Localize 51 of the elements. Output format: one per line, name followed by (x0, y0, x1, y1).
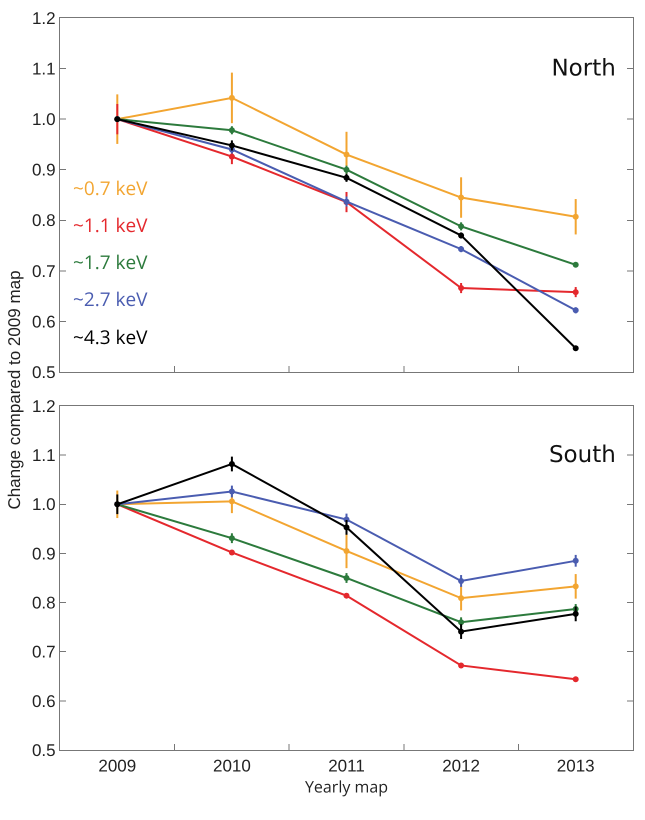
x-tick-label: 2009 (98, 756, 136, 776)
point (344, 575, 350, 581)
point (458, 285, 464, 292)
point (572, 289, 579, 296)
point (344, 152, 350, 158)
x-axis-title: Yearly map (304, 775, 388, 798)
text: ~2.7 keV (73, 286, 148, 312)
point (572, 558, 579, 564)
point (344, 524, 350, 530)
y-tick-label: 1.0 (32, 110, 56, 130)
x-tick-label: 2012 (442, 756, 480, 776)
point (344, 548, 350, 554)
text: ~4.3 keV (73, 324, 148, 350)
x-tick-label: 2010 (212, 756, 251, 776)
y-tick-label: 0.5 (32, 362, 56, 382)
text: South (548, 442, 616, 468)
point (458, 194, 464, 201)
y-tick-label: 0.7 (32, 262, 56, 281)
point (228, 498, 235, 504)
text: ~1.1 keV (73, 212, 148, 238)
y-tick-label: 0.8 (32, 594, 56, 613)
y-tick-label: 0.8 (32, 211, 56, 230)
text: ~1.7 keV (73, 249, 148, 275)
y-tick-label: 0.5 (32, 740, 56, 760)
point (228, 154, 235, 160)
point (572, 214, 579, 220)
y-axis-title: Change compared to 2009 map (5, 270, 25, 510)
point (228, 488, 235, 495)
y-tick-label: 0.9 (32, 160, 56, 180)
point (572, 583, 579, 590)
point (458, 595, 464, 602)
point (458, 578, 464, 584)
y-tick-label: 1.1 (32, 60, 56, 79)
y-tick-label: 1.0 (32, 495, 56, 514)
point (228, 460, 235, 467)
text: ~0.7 keV (73, 175, 148, 201)
x-tick-label: 2011 (328, 756, 365, 776)
y-tick-label: 1.1 (32, 446, 56, 466)
point (572, 610, 579, 617)
x-tick-label: 2013 (556, 756, 595, 776)
y-tick-label: 1.2 (32, 396, 56, 416)
y-tick-label: 0.9 (32, 544, 56, 564)
y-tick-label: 0.6 (32, 692, 56, 711)
point (228, 142, 235, 148)
y-tick-label: 0.6 (32, 312, 56, 332)
point (228, 535, 235, 542)
point (458, 628, 464, 635)
text: North (551, 56, 616, 82)
point (228, 94, 235, 101)
y-tick-label: 0.7 (32, 642, 56, 662)
y-tick-label: 1.2 (32, 8, 56, 28)
